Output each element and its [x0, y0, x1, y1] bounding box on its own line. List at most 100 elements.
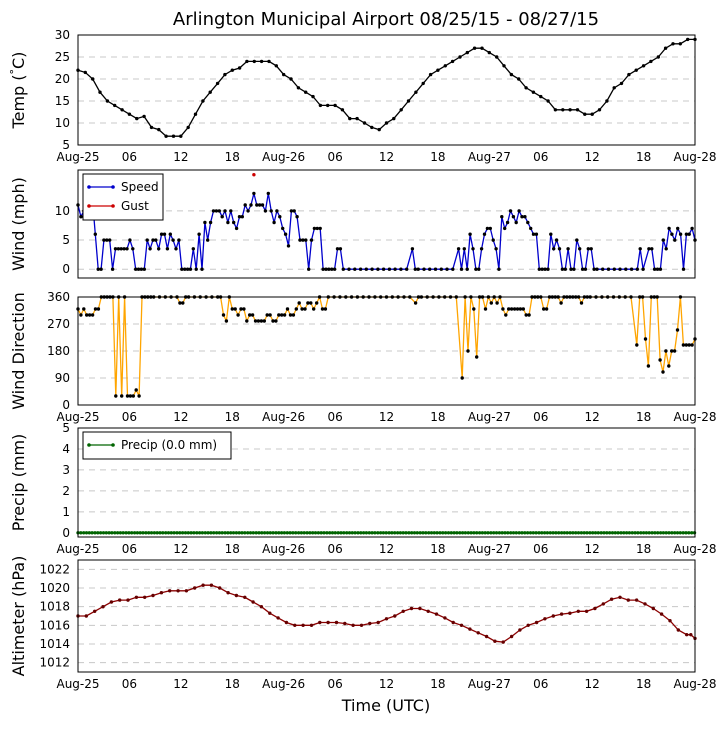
y-tick-label: 1: [62, 505, 70, 519]
data-point: [195, 531, 199, 535]
legend-marker: [87, 443, 91, 447]
data-point: [520, 531, 524, 535]
data-point: [690, 226, 694, 231]
data-point: [158, 531, 162, 535]
data-point: [274, 531, 278, 535]
data-point: [164, 134, 168, 138]
data-point: [220, 531, 224, 535]
data-point: [463, 531, 468, 535]
data-point: [563, 267, 567, 271]
data-point: [79, 531, 83, 535]
y-tick-label: 0: [62, 526, 70, 540]
data-point: [201, 99, 205, 103]
data-point: [93, 232, 98, 236]
data-point: [591, 531, 595, 535]
data-point: [333, 531, 337, 535]
data-point: [433, 267, 438, 271]
series-line: [77, 295, 696, 397]
data-point: [262, 319, 266, 323]
data-point: [286, 244, 291, 248]
data-point: [171, 134, 176, 138]
data-point: [586, 247, 590, 251]
data-point: [514, 220, 518, 225]
data-point: [229, 531, 233, 535]
data-point: [415, 531, 419, 535]
data-point: [675, 328, 680, 332]
data-point: [248, 531, 253, 535]
x-tick-label: 18: [430, 542, 445, 556]
data-point: [479, 247, 484, 251]
data-point: [407, 531, 411, 535]
x-tick-label: 18: [430, 677, 445, 691]
data-point: [168, 589, 172, 593]
data-point: [85, 313, 89, 317]
data-point: [580, 267, 585, 271]
data-point: [554, 531, 558, 535]
data-point: [113, 103, 117, 108]
data-point: [534, 232, 539, 236]
data-point: [262, 531, 267, 535]
data-point: [345, 531, 349, 535]
data-point: [127, 112, 132, 116]
data-point: [690, 343, 694, 347]
legend: Precip (0.0 mm): [82, 431, 232, 460]
data-point: [257, 203, 262, 207]
data-point: [518, 307, 523, 311]
data-point: [155, 531, 159, 535]
x-tick-label: 18: [225, 677, 240, 691]
data-point: [413, 267, 417, 271]
series-line: [77, 193, 696, 270]
data-point: [576, 609, 580, 613]
data-point: [305, 531, 309, 535]
data-point: [439, 267, 443, 271]
data-point: [664, 531, 668, 535]
y-tick-label: 5: [62, 233, 70, 247]
data-point: [529, 226, 533, 231]
legend: Speed Gust: [82, 173, 164, 221]
data-point: [151, 238, 155, 242]
data-point: [390, 531, 394, 535]
data-point: [289, 77, 293, 81]
data-point: [364, 267, 368, 271]
y-axis-label: Precip (mm): [9, 434, 28, 532]
data-point: [274, 64, 278, 68]
data-point: [624, 531, 629, 535]
data-point: [275, 209, 279, 213]
data-point: [193, 586, 197, 590]
data-point: [384, 617, 389, 621]
data-point: [268, 313, 272, 317]
data-point: [566, 247, 570, 251]
x-tick-label: 18: [430, 150, 445, 164]
data-point: [488, 226, 492, 231]
data-point: [122, 247, 126, 251]
legend-label: Precip (0.0 mm): [121, 438, 217, 452]
data-point: [268, 531, 272, 535]
data-point: [254, 531, 258, 535]
data-point: [472, 531, 476, 535]
data-point: [489, 301, 493, 305]
data-point: [549, 232, 553, 236]
data-point: [240, 531, 244, 535]
x-tick-label: 18: [225, 542, 240, 556]
data-point: [376, 620, 380, 625]
data-point: [364, 531, 369, 535]
data-point: [359, 623, 364, 627]
data-point: [649, 59, 653, 64]
data-point: [113, 531, 117, 535]
data-point: [350, 531, 354, 535]
x-tick-label: 12: [173, 542, 188, 556]
data-point: [277, 531, 281, 535]
data-point: [157, 247, 161, 251]
data-point: [376, 531, 380, 535]
data-point: [234, 531, 239, 535]
x-tick-label: 06: [122, 677, 137, 691]
data-point: [312, 307, 316, 311]
x-tick-label: 12: [173, 150, 188, 164]
data-point: [455, 531, 459, 535]
y-tick-label: 15: [55, 94, 70, 108]
data-point: [681, 267, 686, 271]
data-point: [596, 531, 600, 535]
data-point: [134, 388, 138, 392]
data-point: [685, 633, 689, 637]
data-point: [459, 623, 464, 627]
